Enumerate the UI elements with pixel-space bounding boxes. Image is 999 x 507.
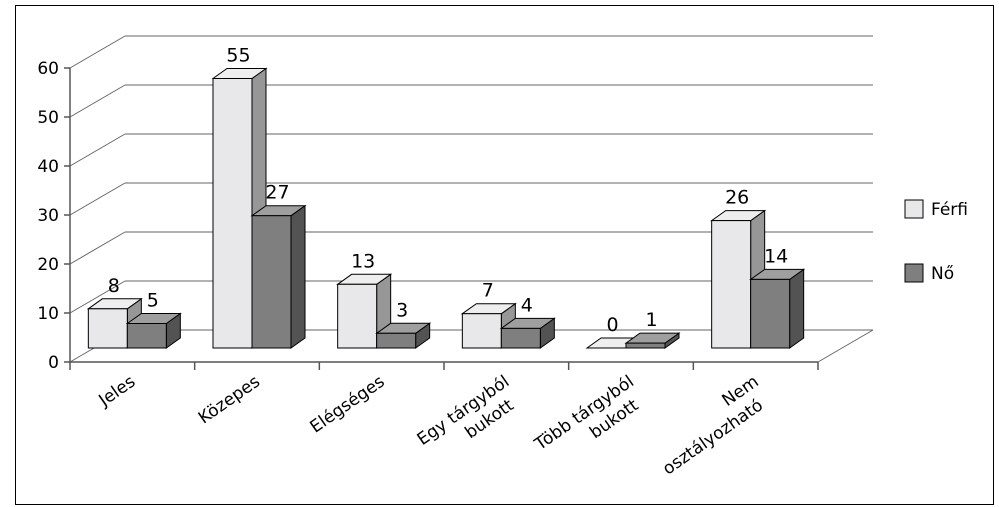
bar-no xyxy=(750,278,791,349)
bar-ferfi xyxy=(212,78,253,349)
bar-no xyxy=(500,327,541,349)
data-label: 3 xyxy=(396,299,408,321)
category-label: Elégséges xyxy=(307,372,389,438)
bar-ferfi xyxy=(87,308,128,349)
y-tick-label: 30 xyxy=(37,206,59,226)
data-label: 0 xyxy=(606,314,618,336)
gridline-diagonal xyxy=(69,280,126,314)
y-tick-label: 20 xyxy=(37,255,59,275)
data-label: 5 xyxy=(147,290,159,312)
gridline-diagonal xyxy=(69,182,126,216)
category-label: Nemosztályozható xyxy=(647,372,776,480)
gridline-diagonal xyxy=(69,133,126,167)
bar-no xyxy=(376,332,417,349)
bar-ferfi xyxy=(461,313,502,349)
legend-label: Férfi xyxy=(931,200,968,220)
category-label-line: Elégséges xyxy=(307,372,389,438)
data-label: 14 xyxy=(764,245,788,267)
bar-ferfi xyxy=(337,283,378,349)
gridline-diagonal xyxy=(69,84,126,118)
bar-no xyxy=(251,215,292,349)
gridline-diagonal xyxy=(69,231,126,265)
legend-swatch xyxy=(904,199,924,219)
data-label: 8 xyxy=(108,275,120,297)
data-label: 7 xyxy=(482,280,494,302)
floor-right-edge xyxy=(817,329,874,363)
y-tick-label: 10 xyxy=(37,304,59,324)
category-label-line: Jeles xyxy=(95,372,140,412)
y-tick-label: 0 xyxy=(48,353,59,373)
category-label-line: osztályozható xyxy=(659,395,767,479)
chart-frame xyxy=(15,5,994,505)
y-tick-label: 50 xyxy=(37,108,59,128)
bar-no xyxy=(625,342,666,349)
gridline-diagonal xyxy=(69,35,126,69)
data-label: 26 xyxy=(725,187,749,209)
category-label-line: Közepes xyxy=(195,372,264,429)
bar-no xyxy=(126,323,167,349)
data-label: 27 xyxy=(265,182,289,204)
data-label: 4 xyxy=(521,294,533,316)
y-tick-label: 40 xyxy=(37,157,59,177)
legend-swatch xyxy=(904,263,924,283)
category-label: Egy tárgybólbukott xyxy=(414,372,526,468)
bar-ferfi xyxy=(711,220,752,349)
category-label: Jeles xyxy=(95,372,140,412)
data-label: 13 xyxy=(351,250,375,272)
data-label: 1 xyxy=(645,309,657,331)
bar-no-side xyxy=(789,268,805,349)
bar-no-side xyxy=(290,204,306,349)
y-tick-label: 60 xyxy=(37,59,59,79)
category-label: Több tárgybólbukott xyxy=(530,372,650,474)
category-label: Közepes xyxy=(195,372,264,429)
data-label: 55 xyxy=(226,45,250,67)
legend-label: Nő xyxy=(931,264,954,284)
